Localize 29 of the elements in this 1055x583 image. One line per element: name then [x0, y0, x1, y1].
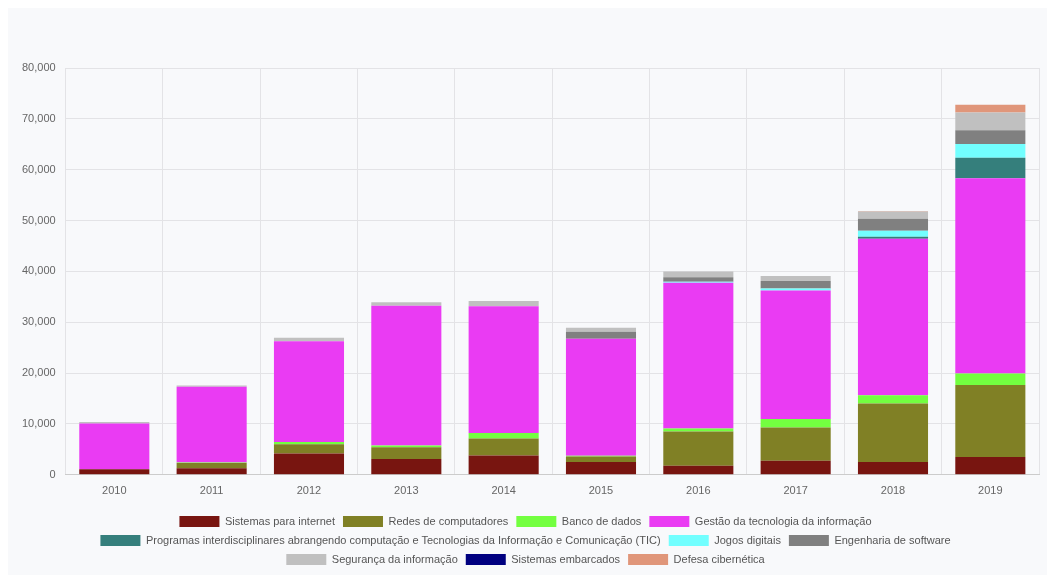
legend-label: Defesa cibernética	[673, 552, 766, 565]
y-tick-label: 70,000	[21, 111, 56, 124]
x-tick-label: 2019	[978, 484, 1003, 497]
legend-label: Segurança da informação	[331, 552, 458, 565]
y-tick-label: 30,000	[21, 315, 56, 328]
x-tick-label: 2011	[199, 484, 224, 497]
y-tick-label: 20,000	[21, 366, 56, 379]
x-tick-label: 2012	[296, 484, 322, 497]
x-tick-label: 2013	[394, 484, 419, 497]
legend-label: Engenharia de software	[834, 533, 951, 546]
y-tick-label: 80,000	[21, 61, 56, 74]
y-tick-label: 10,000	[21, 416, 56, 429]
y-tick-label: 0	[49, 467, 56, 480]
x-tick-label: 2017	[783, 484, 808, 497]
x-tick-label: 2018	[880, 484, 906, 497]
x-tick-label: 2016	[686, 484, 711, 497]
legend-label: Redes de computadores	[388, 514, 509, 527]
legend-label: Banco de dados	[561, 514, 642, 527]
y-tick-label: 60,000	[21, 162, 56, 175]
y-tick-label: 40,000	[21, 264, 56, 277]
x-tick-label: 2010	[102, 484, 127, 497]
y-tick-label: 50,000	[21, 213, 56, 226]
legend-label: Gestão da tecnologia da informação	[694, 514, 872, 527]
x-tick-label: 2015	[588, 484, 614, 497]
legend-label: Sistemas embarcados	[511, 552, 621, 565]
legend-label: Sistemas para internet	[224, 514, 335, 527]
legend-label: Programas interdisciplinares abrangendo computação e Tecnologias da Informação e Comunicação (TIC)	[145, 533, 661, 546]
x-tick-label: 2014	[491, 484, 516, 497]
legend-label: Jogos digitais	[714, 533, 782, 546]
